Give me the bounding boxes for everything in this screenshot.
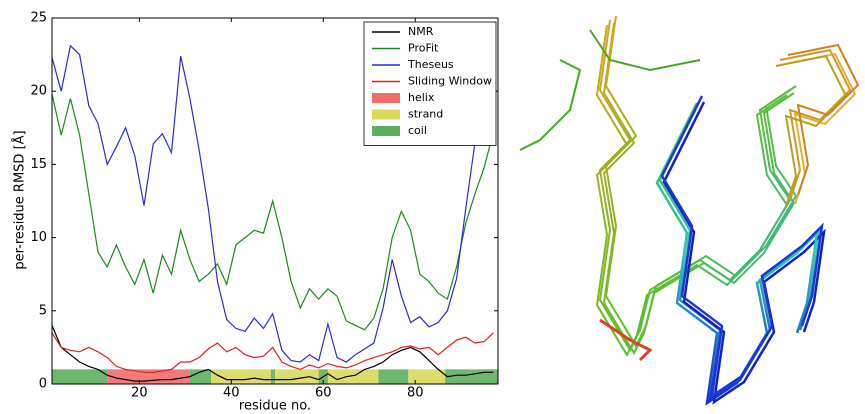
structure-band — [275, 369, 319, 384]
y-axis-label: per-residue RMSD [Å] — [12, 130, 28, 269]
series-line — [51, 44, 494, 363]
y-tick-label: 0 — [39, 377, 47, 392]
legend-box — [363, 21, 497, 146]
x-tick-label: 40 — [223, 386, 240, 401]
legend: NMR ProFit Theseus Sliding Window helix stran… — [363, 21, 497, 146]
plot-frame — [51, 17, 499, 385]
structure-band — [327, 369, 379, 384]
legend-swatch — [372, 126, 400, 136]
structure-band — [107, 369, 190, 384]
plot-area — [51, 44, 498, 384]
y-tick-label: 5 — [39, 303, 47, 318]
y-tick-label: 25 — [30, 11, 47, 26]
y-tick-label: 15 — [30, 157, 47, 172]
protein-structure — [519, 15, 859, 405]
y-tick-label: 10 — [30, 230, 47, 245]
legend-label: Sliding Window — [408, 75, 492, 88]
structure-band — [408, 369, 446, 384]
structure-band — [189, 369, 212, 384]
x-tick-label: 60 — [315, 386, 332, 401]
y-tick-label: 20 — [30, 84, 47, 99]
structure-band — [211, 369, 271, 384]
structure-band — [378, 369, 409, 384]
x-tick-label: 20 — [131, 386, 148, 401]
series-line — [51, 93, 494, 331]
legend-label: ProFit — [408, 42, 439, 55]
series-line — [51, 325, 494, 382]
legend-swatch — [372, 109, 400, 120]
legend-swatch — [372, 93, 400, 103]
legend-label: NMR — [408, 25, 434, 38]
x-tick-label: 80 — [407, 386, 424, 401]
series-line — [51, 332, 494, 373]
structure-band — [445, 369, 498, 384]
legend-label: helix — [408, 91, 435, 104]
legend-label: strand — [408, 108, 443, 121]
x-axis-label: residue no. — [239, 399, 311, 414]
legend-label: coil — [408, 124, 427, 137]
structure-band — [52, 369, 108, 384]
legend-label: Theseus — [407, 58, 454, 71]
structure-band — [270, 369, 275, 384]
